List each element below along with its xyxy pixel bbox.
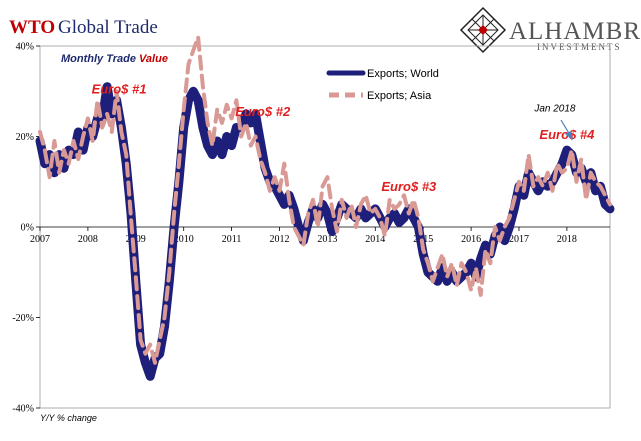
alhambra-logo: ALHAMBRA INVESTMENTS: [459, 6, 641, 54]
logo-tagline: INVESTMENTS: [537, 42, 622, 52]
logo-name: ALHAMBRA: [509, 18, 641, 45]
jan-2018-arrow: [560, 119, 573, 140]
annotation-euro: Euro$ #2: [235, 104, 291, 119]
legend-label-world: Exports; World: [367, 68, 439, 80]
y-tick-label: -20%: [12, 313, 34, 324]
x-tick-label: 2014: [365, 234, 385, 245]
y-axis: 40% 20% 0% -20% -40%: [12, 42, 40, 415]
chart-title-prefix: WTO: [9, 17, 55, 38]
x-tick-label: 2010: [174, 234, 194, 245]
annotation-euro: Euro$ #1: [92, 82, 147, 97]
legend-label-asia: Exports; Asia: [367, 90, 432, 102]
x-tick-label: 2018: [557, 234, 577, 245]
x-tick-label: 2013: [317, 234, 337, 245]
series-line-exports-asia: [38, 35, 612, 365]
y-tick-label: 40%: [16, 42, 34, 53]
chart-subtitle: Monthly Trade: [61, 53, 136, 65]
series-line-exports-world: [35, 82, 615, 381]
y-tick-label: 0%: [21, 223, 34, 234]
annotation-date: Jan 2018: [533, 104, 576, 115]
legend: Exports; World Exports; Asia: [326, 68, 439, 102]
x-tick-label: 2016: [461, 234, 481, 245]
chart-subtitle-accent: Value: [139, 53, 168, 65]
chart-title: Global Trade: [58, 17, 158, 38]
logo-diamond-icon: [459, 6, 507, 54]
x-tick-label: 2017: [509, 234, 529, 245]
x-tick-label: 2007: [30, 234, 50, 245]
y-axis-caption: Y/Y % change: [40, 413, 97, 423]
series-layer: [35, 35, 615, 381]
x-tick-label: 2011: [222, 234, 242, 245]
y-tick-label: -40%: [12, 404, 34, 415]
y-tick-label: 20%: [16, 132, 34, 143]
x-tick-label: 2012: [269, 234, 289, 245]
annotation-euro: Euro$ #3: [381, 179, 437, 194]
x-tick-label: 2008: [78, 234, 98, 245]
